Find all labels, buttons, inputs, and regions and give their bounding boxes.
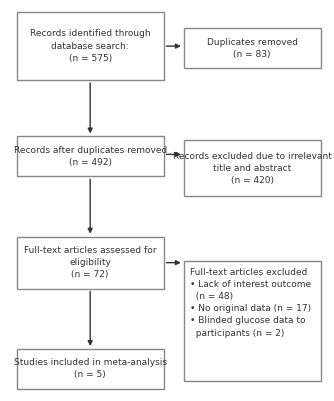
Text: Records identified through
database search:
(n = 575): Records identified through database sear… xyxy=(30,29,151,63)
Text: Records after duplicates removed
(n = 492): Records after duplicates removed (n = 49… xyxy=(14,146,167,167)
Text: Studies included in meta-analysis
(n = 5): Studies included in meta-analysis (n = 5… xyxy=(14,358,167,379)
FancyBboxPatch shape xyxy=(17,349,164,389)
FancyBboxPatch shape xyxy=(17,237,164,289)
FancyBboxPatch shape xyxy=(184,261,321,381)
Text: Records excluded due to irrelevant
title and abstract
(n = 420): Records excluded due to irrelevant title… xyxy=(173,152,332,185)
Text: Duplicates removed
(n = 83): Duplicates removed (n = 83) xyxy=(207,38,298,59)
FancyBboxPatch shape xyxy=(184,28,321,68)
FancyBboxPatch shape xyxy=(184,140,321,196)
Text: Full-text articles excluded
• Lack of interest outcome
  (n = 48)
• No original : Full-text articles excluded • Lack of in… xyxy=(190,268,312,338)
FancyBboxPatch shape xyxy=(17,136,164,176)
Text: Full-text articles assessed for
eligibility
(n = 72): Full-text articles assessed for eligibil… xyxy=(24,246,156,279)
FancyBboxPatch shape xyxy=(17,12,164,80)
